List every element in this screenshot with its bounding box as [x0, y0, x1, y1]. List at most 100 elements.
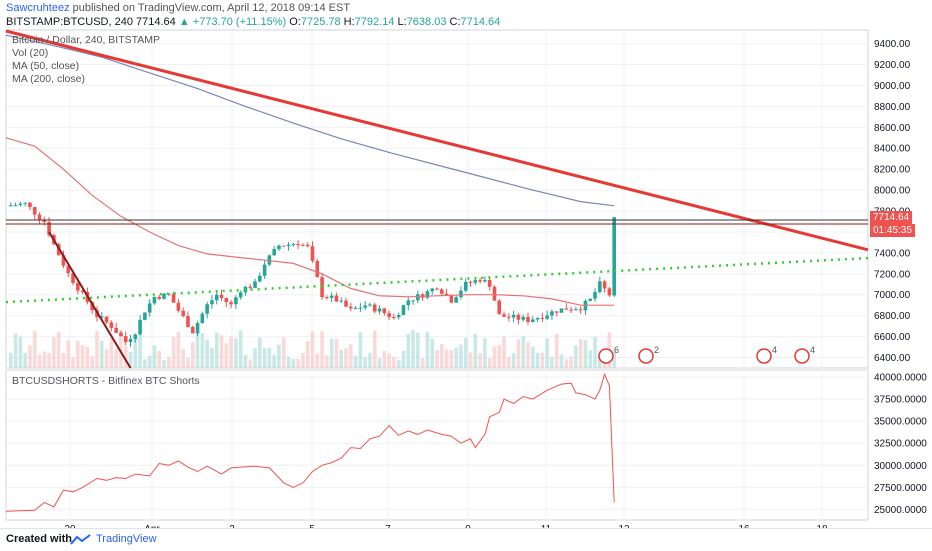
volume-bar	[66, 340, 71, 368]
volume-bar	[507, 357, 511, 368]
tradingview-brand-link[interactable]: TradingView	[96, 533, 157, 545]
candle-body	[454, 297, 458, 303]
volume-bar	[329, 338, 334, 368]
legend-ma200: MA (200, close)	[12, 73, 85, 85]
volume-bar	[612, 350, 616, 368]
y-tick-label: 7000.00	[874, 290, 911, 301]
candle-body	[90, 302, 94, 311]
volume-bar	[56, 332, 61, 368]
volume-bar	[171, 337, 176, 368]
candle-body	[200, 313, 205, 324]
candle-body	[291, 244, 296, 246]
candle-body	[411, 300, 415, 302]
volume-bar	[109, 337, 114, 368]
volume-bar	[334, 338, 339, 368]
candle-body	[157, 296, 162, 299]
candle-body	[507, 316, 511, 318]
volume-bar	[123, 345, 128, 368]
candle-body	[37, 214, 42, 220]
volume-bar	[138, 335, 142, 368]
candle-body	[502, 314, 506, 317]
published-text: published on TradingView.com, April 12, …	[72, 2, 351, 14]
volume-bar	[104, 349, 109, 368]
event-flag-icon	[794, 348, 810, 364]
candle-body	[301, 244, 305, 246]
volume-bar	[95, 330, 99, 368]
countdown-tag: 01:45:35	[870, 224, 915, 237]
candle-body	[210, 300, 214, 305]
volume-bar	[492, 346, 497, 368]
volume-bar	[267, 347, 272, 368]
volume-bar	[210, 347, 214, 368]
osc-y-tick-label: 27500.0000	[874, 483, 927, 494]
shorts-line	[5, 372, 615, 512]
candle-body	[42, 219, 47, 223]
volume-bar	[157, 351, 162, 368]
candle-body	[277, 245, 281, 250]
volume-bar	[583, 340, 588, 368]
volume-bar	[128, 352, 133, 368]
volume-bar	[71, 357, 75, 368]
candle-body	[372, 304, 377, 312]
open-value: 7725.78	[300, 16, 341, 28]
candle-body	[392, 316, 396, 318]
volume-bar	[473, 334, 478, 368]
candle-body	[425, 291, 430, 298]
volume-bar	[99, 340, 104, 368]
candle-body	[382, 308, 387, 314]
volume-bar	[521, 336, 525, 368]
candle-body	[497, 300, 502, 315]
ohlc-line: BITSTAMP:BTCUSD, 240 7714.64 ▲ +773.70 (…	[6, 16, 500, 28]
volume-bar	[85, 346, 90, 368]
volume-bar	[344, 348, 348, 368]
y-tick-label: 8000.00	[874, 186, 911, 197]
candle-body	[349, 306, 353, 309]
candle-body	[296, 244, 300, 246]
oscillator-title: BTCUSDSHORTS - Bitfinex BTC Shorts	[12, 375, 200, 387]
volume-bar	[478, 353, 482, 368]
y-tick-label: 8200.00	[874, 165, 911, 176]
osc-y-tick-label: 35000.0000	[874, 417, 927, 428]
volume-bar	[353, 355, 358, 368]
volume-bar	[167, 356, 171, 368]
event-count: 4	[772, 345, 777, 355]
legend-vol: Vol (20)	[12, 47, 49, 59]
tradingview-logo-icon	[70, 534, 91, 545]
candle-body	[483, 279, 487, 282]
volume-bar	[554, 333, 559, 368]
volume-bar	[439, 344, 444, 368]
candle-body	[550, 311, 554, 316]
volume-bar	[214, 332, 219, 368]
candle-body	[430, 288, 435, 292]
candle-body	[32, 207, 37, 215]
volume-bar	[396, 359, 401, 368]
volume-bar	[52, 336, 56, 368]
candle-body	[109, 322, 114, 328]
candle-body	[459, 290, 463, 298]
volume-bar	[392, 357, 396, 368]
y-tick-label: 9400.00	[874, 39, 911, 50]
volume-bar	[18, 336, 23, 368]
author-link[interactable]: Sawcruhteez	[6, 2, 70, 14]
volume-bar	[243, 354, 248, 368]
candle-body	[133, 334, 138, 339]
y-tick-label: 9200.00	[874, 60, 911, 71]
volume-bar	[497, 345, 502, 368]
volume-bar	[238, 330, 243, 368]
candle-body	[8, 205, 13, 207]
candle-body	[18, 203, 23, 206]
volume-bar	[574, 345, 578, 368]
up-arrow-icon: ▲	[178, 16, 190, 28]
candle-body	[315, 260, 320, 278]
candle-body	[473, 280, 478, 283]
candle-body	[353, 308, 358, 310]
price-change: +773.70 (+11.15%)	[192, 16, 287, 28]
candle-body	[406, 300, 411, 306]
volume-bar	[569, 356, 573, 368]
candle-body	[329, 295, 334, 298]
volume-bar	[42, 351, 47, 368]
candle-body	[387, 313, 391, 317]
candle-body	[449, 295, 454, 303]
volume-bar	[593, 336, 597, 368]
volume-bar	[162, 359, 166, 368]
